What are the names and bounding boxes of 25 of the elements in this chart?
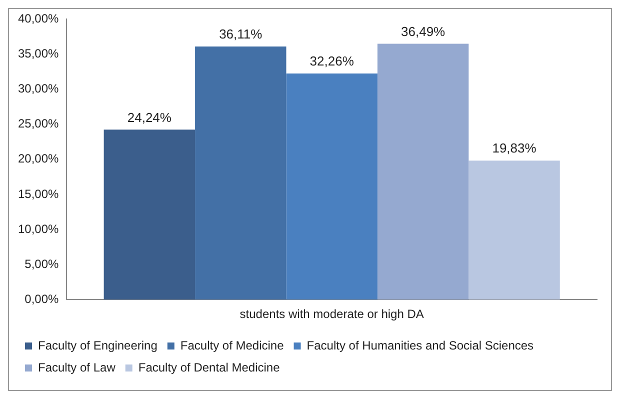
legend-label: Faculty of Engineering bbox=[38, 338, 158, 352]
data-label: 19,83% bbox=[492, 140, 537, 156]
bar bbox=[286, 73, 378, 300]
y-tick-label: 30,00% bbox=[18, 82, 60, 96]
y-tick-label: 40,00% bbox=[18, 12, 60, 26]
data-label: 36,11% bbox=[219, 26, 263, 42]
data-label: 24,24% bbox=[127, 110, 172, 125]
bar bbox=[104, 130, 196, 300]
bar bbox=[468, 160, 560, 300]
legend-label: Faculty of Humanities and Social Sciences bbox=[306, 338, 534, 352]
y-tick-label: 35,00% bbox=[18, 46, 60, 61]
legend-label: Faculty of Law bbox=[38, 360, 116, 374]
data-label: 36,49% bbox=[401, 24, 446, 39]
bar bbox=[377, 44, 469, 300]
y-tick-label: 15,00% bbox=[18, 186, 60, 201]
y-tick-label: 10,00% bbox=[18, 222, 60, 236]
data-label: 32,26% bbox=[310, 54, 354, 69]
bar bbox=[195, 46, 286, 300]
y-tick-label: 5,00% bbox=[24, 256, 60, 271]
legend-label: Faculty of Dental Medicine bbox=[138, 360, 280, 374]
y-tick-label: 25,00% bbox=[18, 116, 60, 131]
x-tick-label: students with moderate or high DA bbox=[240, 307, 424, 322]
y-tick-label: 0,00% bbox=[24, 292, 60, 306]
legend-label: Faculty of Medicine bbox=[180, 338, 284, 352]
y-tick-label: 20,00% bbox=[18, 152, 60, 166]
